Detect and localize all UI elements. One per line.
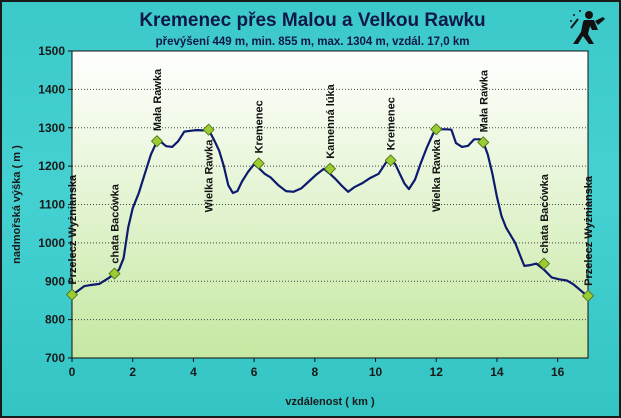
y-tick-label: 800 — [45, 313, 65, 327]
waypoint-label: chata Bacówka — [539, 173, 551, 253]
y-tick-label: 1300 — [38, 121, 65, 135]
waypoint-label: Kremenec — [254, 100, 266, 153]
y-tick-label: 1200 — [38, 159, 65, 173]
x-tick-label: 6 — [251, 365, 258, 379]
waypoint-marker — [252, 157, 265, 170]
waypoint-label: Przelecz Wyżnianska — [583, 175, 595, 286]
y-tick-label: 1500 — [38, 44, 65, 58]
y-tick-label: 900 — [45, 274, 65, 288]
hiker-logo-icon — [570, 10, 605, 44]
waypoint-marker — [384, 154, 397, 167]
waypoint-label: Kamenná lúka — [325, 83, 337, 158]
waypoint-label: Przelecz Wyżnianska — [67, 174, 79, 285]
waypoint-marker — [202, 123, 215, 136]
x-tick-label: 12 — [430, 365, 444, 379]
y-axis-label: nadmořská výška ( m ) — [11, 145, 23, 264]
waypoint-label: Mała Rawka — [478, 69, 490, 132]
waypoint-label: Kremenec — [386, 97, 398, 150]
x-tick-label: 2 — [129, 365, 136, 379]
x-tick-label: 8 — [311, 365, 318, 379]
y-tick-label: 700 — [45, 351, 65, 365]
x-tick-label: 0 — [69, 365, 76, 379]
plot-border — [71, 50, 589, 359]
x-tick-label: 16 — [551, 365, 565, 379]
waypoint-marker — [537, 257, 551, 270]
chart-title: Kremenec přes Malou a Velkou Rawku — [139, 10, 486, 31]
waypoint-label: Mała Rawka — [152, 68, 164, 131]
y-tick-label: 1000 — [38, 236, 65, 250]
x-tick-label: 10 — [369, 365, 383, 379]
waypoint-marker — [430, 123, 443, 136]
waypoint-label: chata Bacówka — [109, 183, 121, 263]
waypoint-marker — [581, 289, 595, 302]
waypoint-marker — [323, 162, 337, 175]
chart-subtitle: převýšení 449 m, min. 855 m, max. 1304 m… — [155, 36, 470, 48]
waypoint-marker — [65, 288, 79, 301]
waypoint-label: Wielka Rawka — [431, 138, 443, 212]
x-tick-label: 4 — [190, 365, 197, 379]
y-tick-label: 1400 — [38, 82, 65, 96]
waypoint-marker — [108, 267, 121, 280]
x-tick-label: 14 — [490, 365, 504, 379]
waypoint-marker — [477, 136, 490, 149]
waypoint-marker — [150, 135, 164, 148]
waypoint-label: Wielka Rawka — [204, 139, 216, 213]
y-tick-label: 1100 — [39, 198, 65, 212]
x-axis-label: vzdálenost ( km ) — [285, 396, 375, 408]
